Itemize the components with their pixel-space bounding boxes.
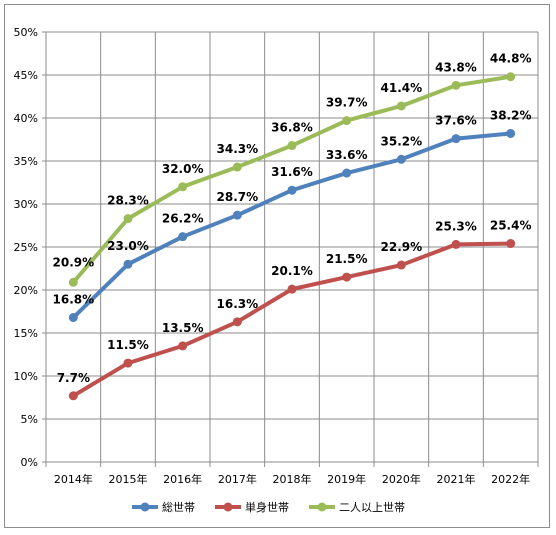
gridlines [46,31,539,462]
data-point [396,260,406,270]
data-point [178,232,188,242]
legend: 総世帯 単身世帯 二人以上世帯 [132,500,405,514]
data-point [232,162,242,172]
data-label: 43.8% [435,60,477,74]
data-point [68,277,78,287]
data-point [287,284,297,294]
data-point [396,101,406,111]
data-label: 25.3% [435,219,477,233]
legend-label: 二人以上世帯 [339,501,405,514]
data-label: 20.9% [53,255,95,269]
legend-label: 単身世帯 [245,500,289,514]
data-point [342,168,352,178]
data-point [342,116,352,126]
data-point [451,239,461,249]
y-tick-label: 5% [21,413,38,426]
data-label: 11.5% [107,338,149,352]
x-tick-label: 2021年 [437,472,476,486]
x-tick-label: 2022年 [491,472,530,486]
data-label: 31.6% [271,165,313,179]
data-label: 34.3% [217,142,259,156]
data-label: 22.9% [381,240,423,254]
data-point [396,154,406,164]
x-tick-label: 2020年 [382,472,421,486]
x-tick-label: 2019年 [327,472,366,486]
y-tick-label: 20% [14,284,38,297]
axes: 0% 5% 10% 15% 20% 25% 30% 35% 40% 45% 50% 2014年 2015… [14,26,539,486]
legend-swatch-marker [223,502,233,512]
data-label: 33.6% [326,148,368,162]
data-label: 16.3% [217,297,259,311]
data-point [451,134,461,144]
y-tick-label: 50% [14,26,38,39]
data-point [506,239,516,249]
data-label: 37.6% [435,114,477,128]
data-point [178,341,188,351]
data-label: 13.5% [162,321,204,335]
data-label: 20.1% [271,264,313,278]
data-label: 32.0% [162,162,204,176]
y-tick-label: 45% [14,69,38,82]
data-labels: 16.8% 23.0% 26.2% 28.7% 31.6% 33.6% 35.2% 37.6%… [53,52,532,385]
y-tick-label: 35% [14,155,38,168]
legend-label: 総世帯 [162,500,195,514]
data-point [506,128,516,138]
data-point [451,80,461,90]
data-point [68,313,78,323]
data-point [123,259,133,269]
data-point [506,72,516,82]
y-tick-label: 30% [14,198,38,211]
data-label: 23.0% [107,239,149,253]
data-point [232,317,242,327]
y-tick-label: 15% [14,327,38,340]
data-label: 28.7% [217,190,259,204]
data-label: 16.8% [53,293,95,307]
data-label: 7.7% [57,371,90,385]
chart-frame [4,4,550,528]
data-point [287,185,297,195]
data-label: 38.2% [490,108,532,122]
series-lines [68,72,516,401]
data-point [232,210,242,220]
x-tick-label: 2018年 [273,472,312,486]
data-point [68,391,78,401]
data-label: 39.7% [326,96,368,110]
data-point [123,358,133,368]
x-tick-label: 2017年 [218,472,257,486]
data-label: 41.4% [381,81,423,95]
legend-swatch-marker [317,502,327,512]
data-label: 21.5% [326,252,368,266]
data-point [287,141,297,151]
y-tick-label: 25% [14,241,38,254]
data-point [178,182,188,192]
data-point [342,272,352,282]
data-label: 28.3% [107,194,149,208]
data-label: 35.2% [381,134,423,148]
legend-swatch-marker [140,502,150,512]
data-label: 36.8% [271,121,313,135]
x-tick-label: 2015年 [109,472,148,486]
x-tick-label: 2016年 [163,472,202,486]
data-label: 44.8% [490,52,532,66]
x-tick-label: 2014年 [54,472,93,486]
y-tick-label: 40% [14,112,38,125]
y-tick-label: 10% [14,370,38,383]
data-point [123,214,133,224]
data-label: 25.4% [490,219,532,233]
y-tick-label: 0% [21,456,38,469]
data-label: 26.2% [162,212,204,226]
